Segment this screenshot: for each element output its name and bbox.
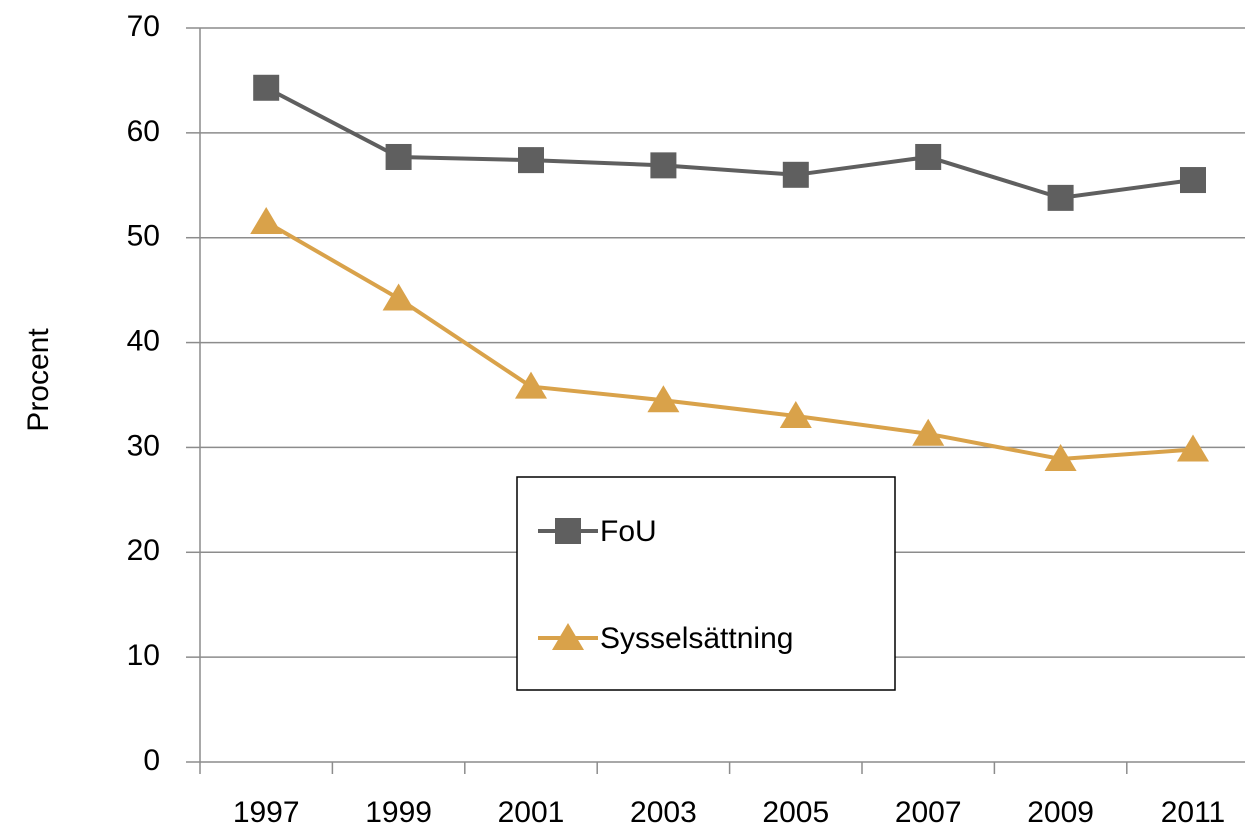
x-tick-label: 1999	[365, 796, 432, 829]
x-tick-label: 2011	[1161, 796, 1226, 829]
legend-label: FoU	[600, 515, 657, 548]
y-tick-label: 60	[127, 115, 160, 148]
y-tick-label: 30	[127, 429, 160, 462]
x-tick-label: 2001	[498, 796, 565, 829]
y-axis-label: Procent	[22, 328, 55, 432]
legend-box	[516, 476, 896, 691]
data-point	[382, 283, 415, 311]
data-point	[647, 385, 680, 413]
data-point	[779, 400, 812, 428]
y-tick-label: 0	[143, 744, 160, 777]
legend-marker	[555, 518, 581, 544]
data-point	[515, 371, 547, 399]
x-tick-label: 1997	[233, 796, 300, 829]
x-tick-label: 2003	[630, 796, 697, 829]
data-point	[1044, 443, 1077, 471]
y-tick-label: 50	[127, 220, 160, 253]
data-point	[250, 206, 283, 234]
data-point	[915, 143, 942, 170]
y-tick-label: 20	[127, 534, 160, 567]
data-point	[650, 152, 677, 179]
x-tick-label: 2005	[762, 796, 829, 829]
y-tick-label: 40	[127, 324, 160, 357]
x-tick-label: 2009	[1027, 796, 1094, 829]
data-point	[1047, 184, 1074, 211]
data-point	[385, 143, 412, 170]
data-point	[1177, 434, 1209, 462]
x-tick-label: 2007	[895, 796, 962, 829]
legend-marker	[552, 623, 584, 650]
legend-label: Sysselsättning	[600, 622, 793, 655]
data-point	[912, 418, 945, 446]
data-point	[518, 147, 544, 174]
y-tick-label: 70	[127, 10, 160, 43]
data-point	[782, 161, 809, 188]
series-line	[265, 220, 1194, 461]
data-point	[1180, 167, 1206, 194]
series-line	[265, 85, 1194, 200]
y-tick-label: 10	[127, 639, 160, 672]
data-point	[253, 74, 280, 101]
